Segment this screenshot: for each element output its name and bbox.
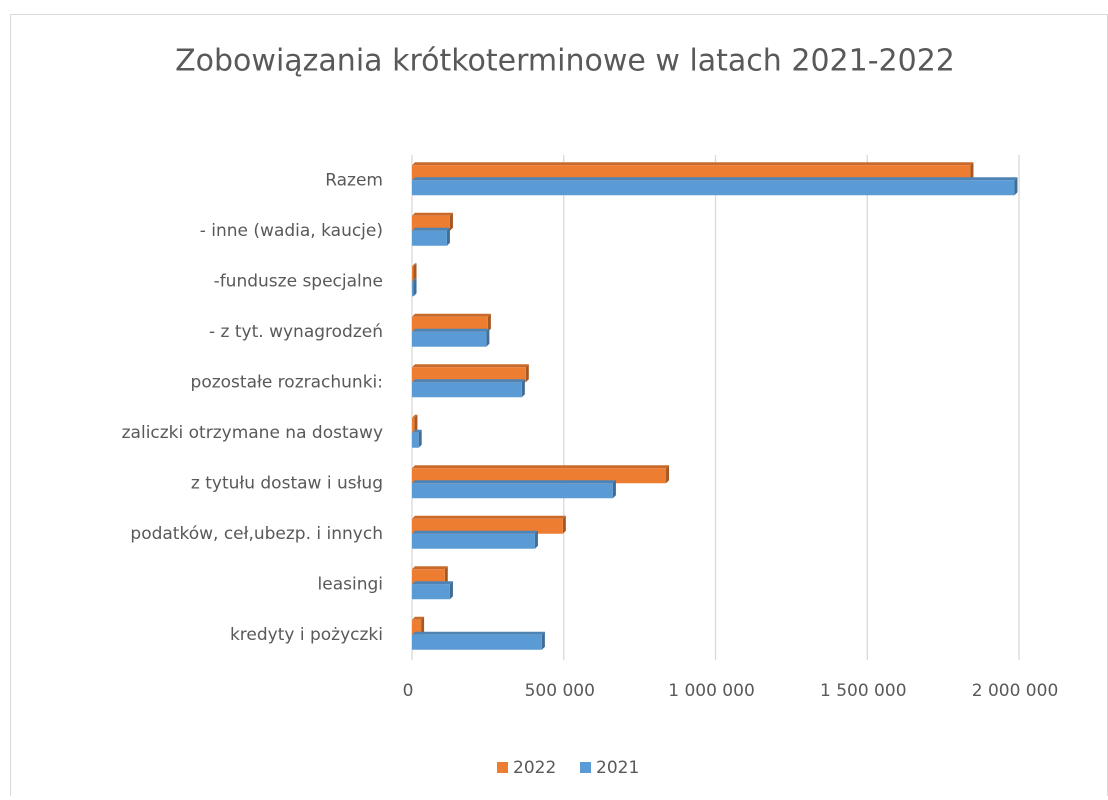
bar bbox=[412, 569, 445, 585]
bar-side bbox=[446, 227, 450, 246]
y-tick-label: - inne (wadia, kaucje) bbox=[200, 221, 383, 241]
bar-side bbox=[666, 465, 670, 484]
bar bbox=[412, 215, 450, 231]
bar-side bbox=[449, 212, 453, 231]
bar-side bbox=[487, 313, 491, 332]
y-tick-label: leasingi bbox=[318, 574, 383, 594]
y-tick-label: -fundusze specjalne bbox=[214, 271, 383, 291]
bar bbox=[412, 316, 488, 332]
bar bbox=[412, 619, 422, 635]
bar bbox=[412, 417, 415, 433]
y-tick-label: podatków, ceł,ubezp. i innych bbox=[130, 524, 383, 544]
x-tick-label: 500 000 bbox=[525, 681, 595, 701]
legend-swatch bbox=[580, 762, 591, 773]
x-tick-label: 1 500 000 bbox=[820, 681, 907, 701]
bar bbox=[412, 432, 419, 448]
bar bbox=[412, 468, 667, 484]
bar-top bbox=[412, 631, 545, 635]
bar-top bbox=[412, 530, 538, 534]
y-tick-label: zaliczki otrzymane na dostawy bbox=[122, 423, 383, 443]
bar bbox=[412, 281, 414, 297]
bar-top bbox=[412, 429, 422, 433]
y-tick-label: z tytułu dostaw i usług bbox=[191, 473, 383, 493]
bar-side bbox=[444, 566, 448, 585]
y-tick-label: - z tyt. wynagrodzeń bbox=[209, 322, 383, 342]
bar-side bbox=[413, 263, 417, 282]
y-tick-label: Razem bbox=[325, 170, 383, 190]
bar-side bbox=[541, 631, 545, 650]
bar-side bbox=[562, 515, 566, 534]
bar-top bbox=[412, 177, 1018, 181]
bar-side bbox=[414, 414, 418, 433]
bar-side bbox=[418, 429, 422, 448]
x-tick-label: 2 000 000 bbox=[972, 681, 1059, 701]
bar bbox=[412, 165, 971, 181]
legend-label: 2022 bbox=[513, 758, 556, 778]
bar-top bbox=[412, 212, 453, 216]
bar-top bbox=[412, 616, 425, 620]
legend-label: 2021 bbox=[596, 758, 639, 778]
bar bbox=[412, 382, 522, 398]
chart-border bbox=[10, 14, 1108, 800]
bar-top bbox=[412, 465, 670, 469]
bar-side bbox=[1014, 177, 1018, 196]
bar-top bbox=[412, 263, 417, 267]
bar bbox=[412, 518, 563, 534]
bar-side bbox=[486, 328, 490, 347]
chart-title: Zobowiązania krótkoterminowe w latach 20… bbox=[175, 44, 955, 79]
bar bbox=[412, 230, 447, 246]
bar-top bbox=[412, 515, 566, 519]
bar-side bbox=[612, 480, 616, 499]
bar-top bbox=[412, 278, 417, 282]
bar-top bbox=[412, 162, 974, 166]
bar-side bbox=[449, 581, 453, 600]
legend-swatch bbox=[497, 762, 508, 773]
bar bbox=[412, 180, 1015, 196]
bar-side bbox=[534, 530, 538, 549]
bar bbox=[412, 331, 487, 347]
bar-side bbox=[525, 364, 529, 383]
bar bbox=[412, 634, 542, 650]
bar-top bbox=[412, 581, 453, 585]
bar bbox=[412, 367, 526, 383]
bar-top bbox=[412, 566, 448, 570]
bar-top bbox=[412, 480, 616, 484]
x-tick-label: 0 bbox=[403, 681, 414, 701]
bar bbox=[412, 533, 535, 549]
bar-top bbox=[412, 379, 525, 383]
bar-top bbox=[412, 364, 529, 368]
bar-top bbox=[412, 414, 418, 418]
bar-side bbox=[970, 162, 974, 181]
bar bbox=[412, 266, 414, 282]
bar-top bbox=[412, 313, 491, 317]
x-tick-label: 1 000 000 bbox=[668, 681, 755, 701]
bar bbox=[412, 584, 450, 600]
y-tick-label: pozostałe rozrachunki: bbox=[191, 372, 383, 392]
bar-side bbox=[413, 278, 417, 297]
bar-top bbox=[412, 227, 450, 231]
bar-side bbox=[521, 379, 525, 398]
bar bbox=[412, 483, 613, 499]
bar-top bbox=[412, 328, 490, 332]
bar-side bbox=[421, 616, 425, 635]
y-tick-label: kredyty i pożyczki bbox=[230, 625, 383, 645]
